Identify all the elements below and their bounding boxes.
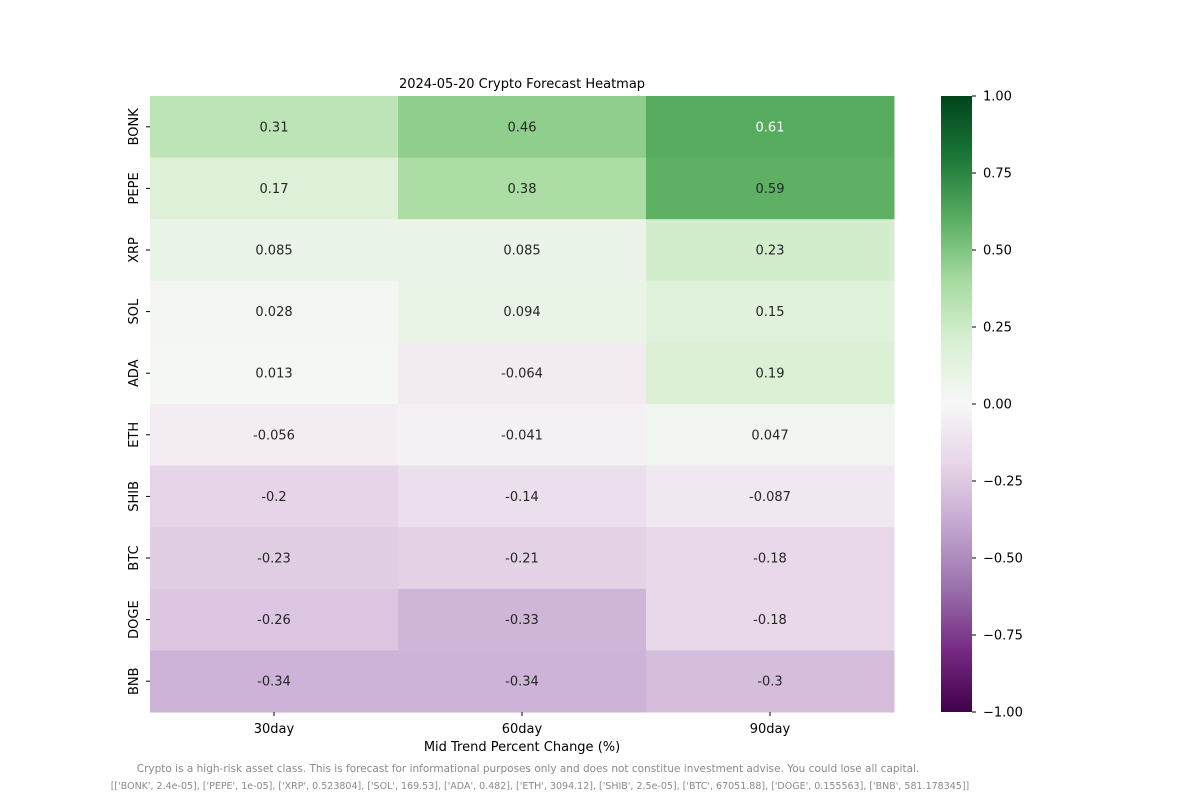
y-tick-label: BNB [127,667,142,695]
cell-value-label: -0.26 [257,613,291,628]
colorbar-tick-label: 0.00 [983,398,1012,413]
heatmap-cell [150,280,399,343]
x-axis: 30day 60day 90day [254,712,791,737]
heatmap-cell [150,219,399,282]
cell-value-label: -0.041 [501,428,543,443]
x-axis-label: Mid Trend Percent Change (%) [424,740,620,755]
heatmap-cell [150,588,399,651]
cell-value-label: -0.064 [501,367,543,382]
cell-value-label: 0.61 [756,120,785,135]
heatmap-cell [398,96,647,159]
cell-value-label: -0.2 [261,490,286,505]
cell-value-label: -0.23 [257,552,291,567]
cell-value-label: 0.19 [756,367,785,382]
cell-value-label: -0.056 [253,428,295,443]
cell-value-label: 0.31 [260,120,289,135]
heatmap-cell [646,588,895,651]
colorbar-tick-label: −0.50 [983,552,1023,567]
cell-value-label: 0.094 [503,305,540,320]
footer-prices: [['BONK', 2.4e-05], ['PEPE', 1e-05], ['X… [111,781,970,792]
heatmap-cell [646,650,895,713]
y-tick-label: BTC [127,545,142,570]
cell-value-label: 0.17 [260,182,289,197]
heatmap-cell [646,404,895,467]
cell-value-label: -0.18 [753,613,787,628]
cell-value-label: -0.087 [749,490,791,505]
heatmap-cell [150,404,399,467]
heatmap-cell [398,588,647,651]
heatmap-cell [150,650,399,713]
heatmap-cell [150,96,399,159]
heatmap-cell [150,527,399,590]
heatmap-cell-labels: 0.31 0.46 0.61 0.17 0.38 0.59 0.085 0.085 0.23 0.… [253,120,791,689]
colorbar: 1.00 0.75 0.50 0.25 0.00 −0.25 −0.50 −0.75 −1.00 [941,90,1023,721]
x-tick-label: 30day [254,722,295,737]
heatmap-cell [398,527,647,590]
heatmap-cell [398,219,647,282]
cell-value-label: -0.3 [757,675,782,690]
cell-value-label: -0.18 [753,552,787,567]
cell-value-label: 0.085 [255,244,292,259]
colorbar-tick-label: 0.75 [983,167,1012,182]
cell-value-label: -0.14 [505,490,539,505]
y-tick-label: ETH [127,422,142,448]
heatmap-cell [398,342,647,405]
colorbar-tick-label: 1.00 [983,90,1012,105]
cell-value-label: 0.59 [756,182,785,197]
y-axis: BONK PEPE XRP SOL ADA ETH SHIB BTC DOGE BNB [127,108,150,695]
colorbar-gradient [941,96,972,712]
heatmap-cell [398,280,647,343]
y-tick-label: SOL [127,298,142,324]
colorbar-tick-label: 0.50 [983,244,1012,259]
heatmap-cell [646,96,895,159]
cell-value-label: 0.047 [751,428,788,443]
heatmap-cell [150,157,399,220]
cell-value-label: -0.34 [257,675,291,690]
x-tick-label: 60day [502,722,543,737]
x-tick-label: 90day [750,722,791,737]
colorbar-tick-label: −0.25 [983,475,1023,490]
cell-value-label: 0.38 [508,182,537,197]
cell-value-label: 0.46 [508,120,537,135]
cell-value-label: 0.15 [756,305,785,320]
heatmap-cell [646,527,895,590]
y-tick-label: PEPE [127,172,142,204]
heatmap-cell [646,219,895,282]
cell-value-label: 0.028 [255,305,292,320]
y-tick-label: ADA [127,359,142,387]
y-tick-label: BONK [127,108,142,146]
heatmap-cell [398,404,647,467]
colorbar-tick-label: 0.25 [983,321,1012,336]
colorbar-tick-label: −0.75 [983,629,1023,644]
cell-value-label: 0.013 [255,367,292,382]
heatmap-cell [646,157,895,220]
footer-disclaimer: Crypto is a high-risk asset class. This … [137,763,920,775]
cell-value-label: -0.21 [505,552,539,567]
colorbar-tick-label: −1.00 [983,706,1023,721]
y-tick-label: DOGE [127,600,142,639]
cell-value-label: 0.23 [756,244,785,259]
heatmap-cell [646,342,895,405]
cell-value-label: 0.085 [503,244,540,259]
cell-value-label: -0.34 [505,675,539,690]
heatmap-cell [398,465,647,528]
heatmap-cell [398,650,647,713]
chart-title: 2024-05-20 Crypto Forecast Heatmap [399,77,645,92]
heatmap-cells [150,96,895,713]
y-tick-label: XRP [127,237,142,263]
heatmap-cell [398,157,647,220]
heatmap-cell [646,280,895,343]
heatmap-cell [150,465,399,528]
heatmap-cell [646,465,895,528]
heatmap-cell [150,342,399,405]
cell-value-label: -0.33 [505,613,539,628]
y-tick-label: SHIB [127,481,142,512]
